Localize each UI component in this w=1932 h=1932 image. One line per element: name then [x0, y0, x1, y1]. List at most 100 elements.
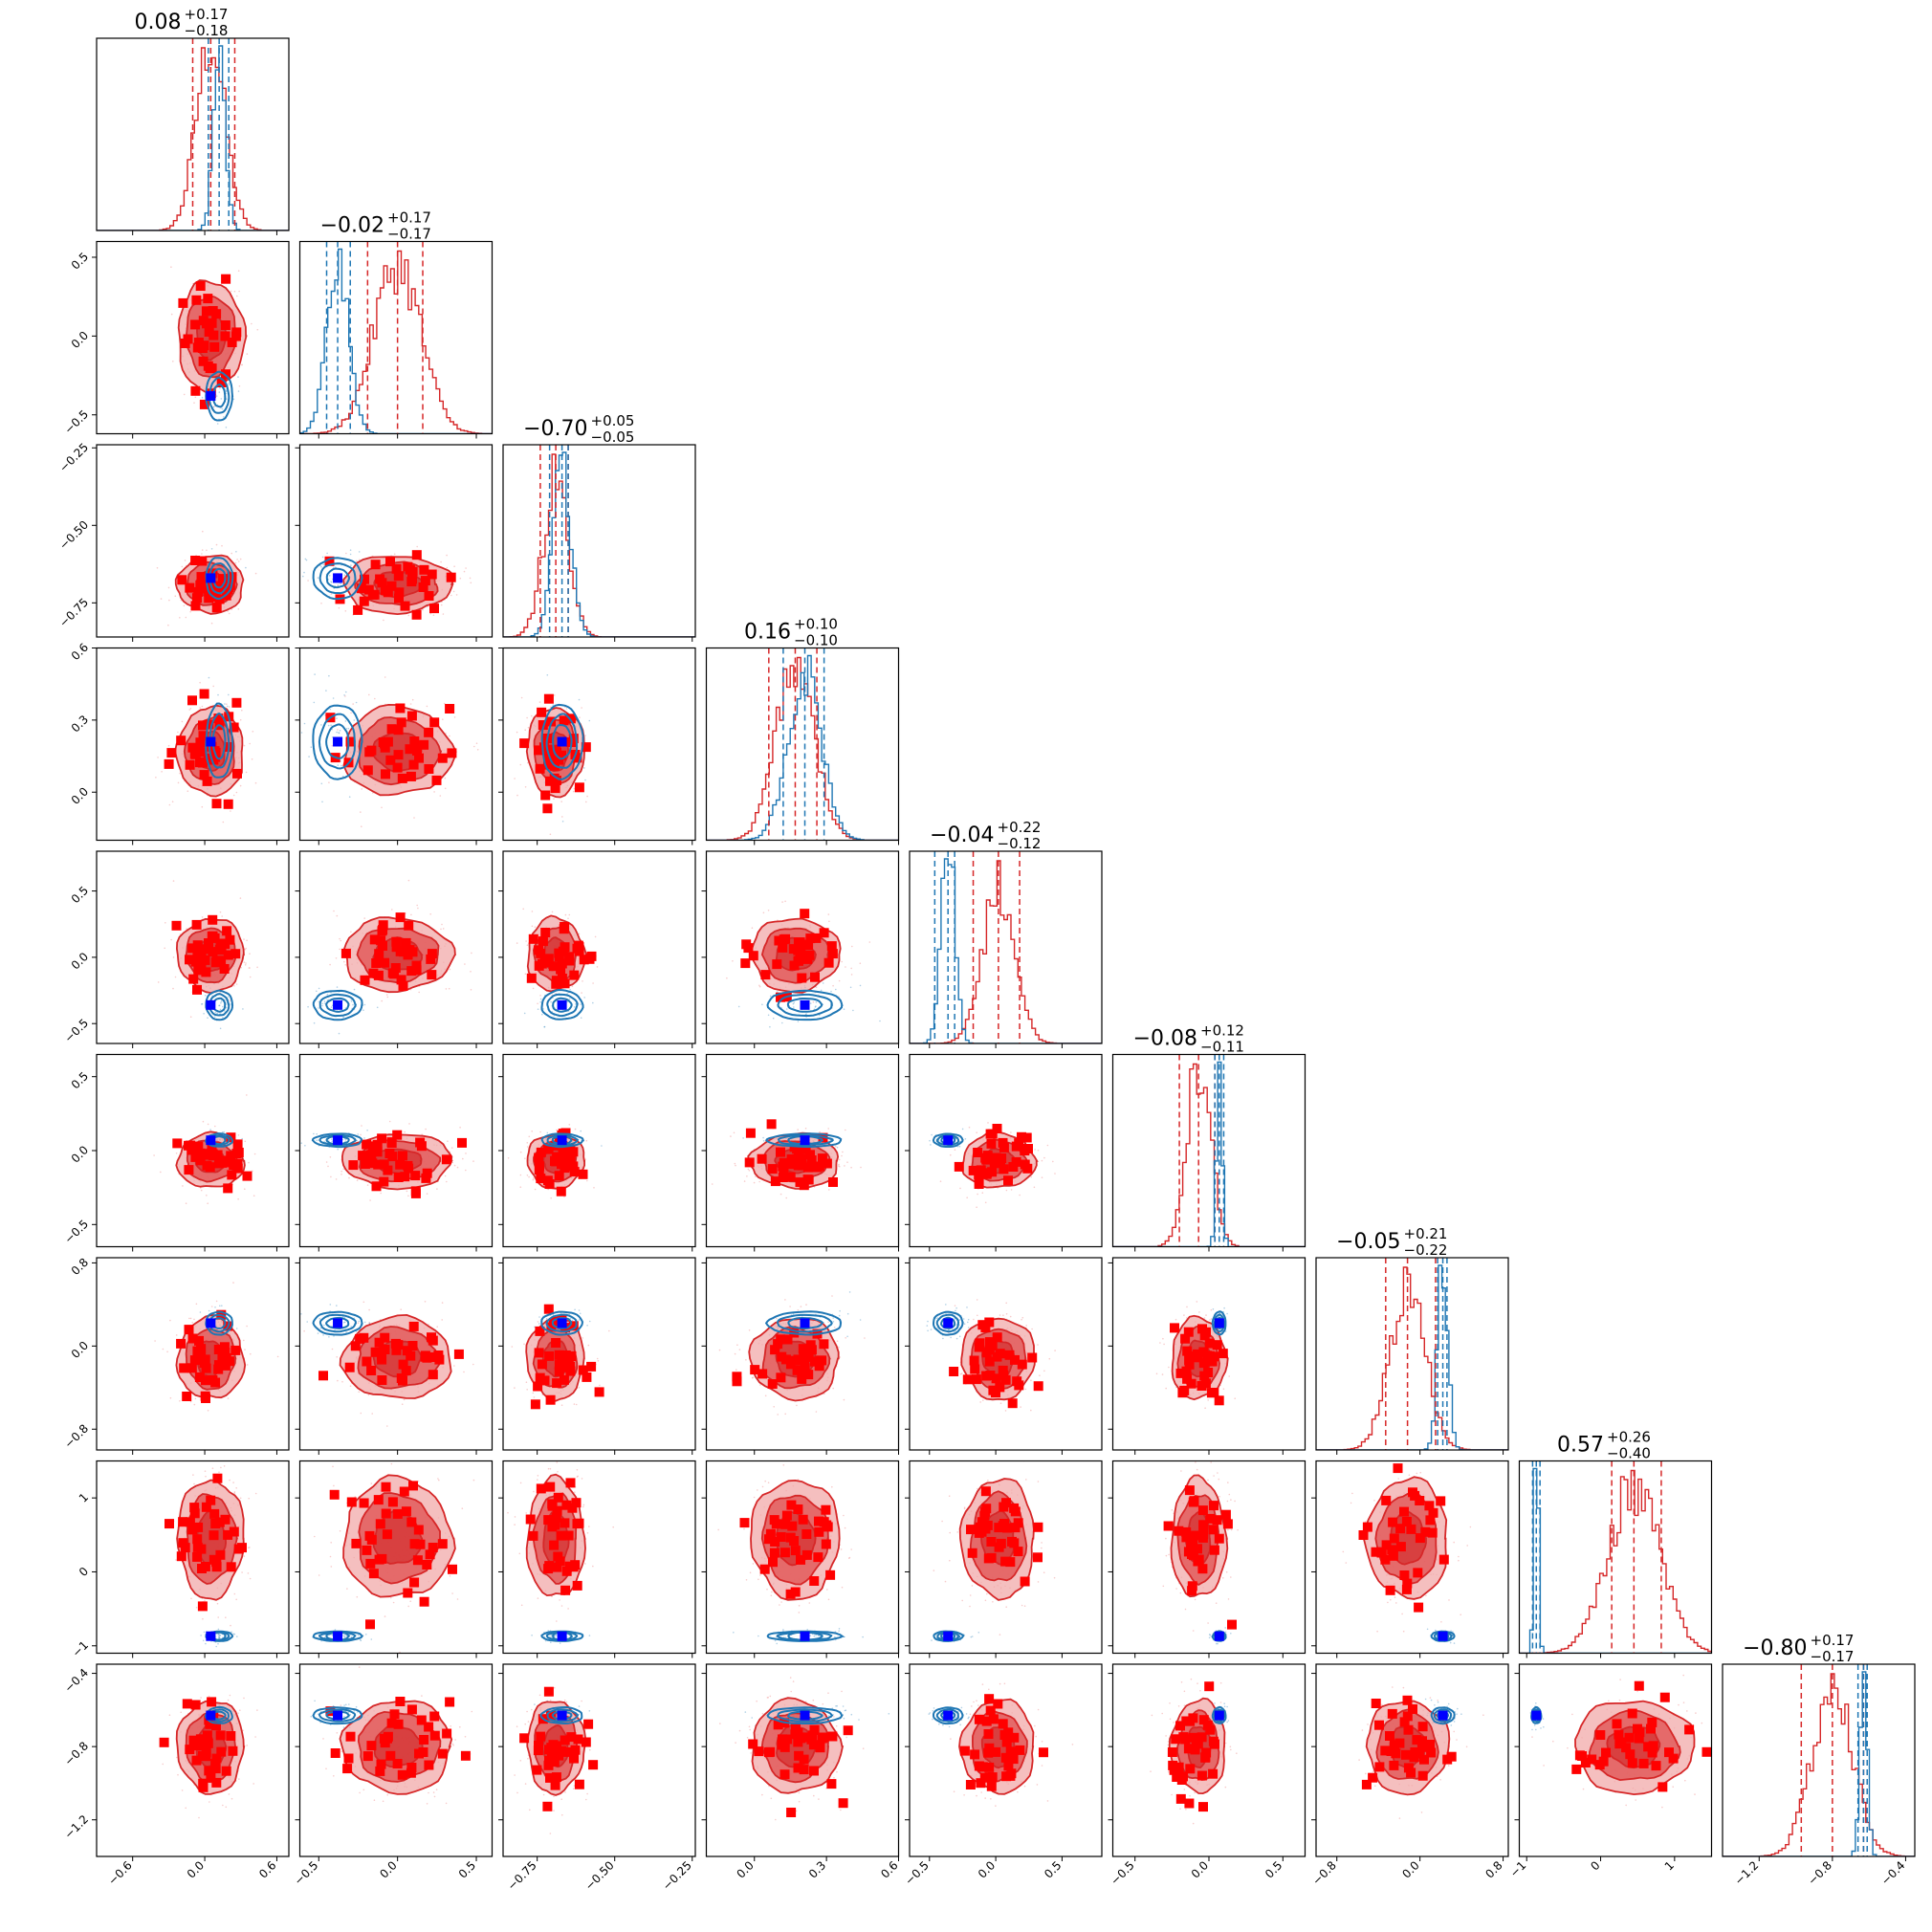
marker-square [213, 714, 224, 724]
sample-point [174, 976, 177, 978]
sample-point-b [332, 697, 335, 699]
marker-square [446, 572, 456, 582]
marginal-panel-3: 0.16 +0.10−0.10 [705, 616, 900, 845]
sample-point-b [769, 995, 772, 998]
marker-square [411, 550, 422, 560]
sample-point [586, 795, 588, 798]
sample-point [527, 726, 530, 729]
sample-point [227, 1397, 230, 1399]
marker-square [203, 1149, 213, 1159]
sample-point [532, 1178, 535, 1181]
sample-point-b [772, 1017, 775, 1020]
marker-square [414, 753, 424, 763]
marker-square [534, 1348, 544, 1358]
histogram-a [503, 453, 695, 637]
marker-square [179, 1363, 189, 1373]
sample-point [730, 1135, 732, 1137]
sample-point [842, 1151, 844, 1153]
sample-point-b [937, 1139, 940, 1142]
sample-point-b [343, 694, 345, 696]
sample-point [440, 604, 443, 606]
contour-b-level-1 [318, 993, 358, 1018]
y-tick-label: 0.0 [69, 950, 91, 972]
sample-point [843, 1398, 845, 1401]
sample-point-b [305, 559, 308, 561]
marker-square [192, 940, 203, 951]
panel-frame [502, 850, 696, 1044]
panel-title-plus: +0.05 [591, 412, 635, 429]
sample-point [165, 922, 166, 924]
sample-point-b [545, 1318, 548, 1320]
sample-point-b [216, 1012, 218, 1014]
sample-point-b [792, 1002, 795, 1005]
sample-point [219, 911, 222, 913]
sample-point [210, 622, 213, 625]
sample-point [386, 1425, 388, 1427]
sample-point-b [586, 1325, 588, 1327]
sample-point-b [583, 997, 585, 999]
sample-point [337, 729, 339, 731]
sample-point [404, 1131, 406, 1133]
sample-point-b [344, 1321, 346, 1324]
marker-square [422, 1168, 432, 1178]
sample-point [189, 610, 191, 613]
marker-square [568, 1161, 579, 1172]
joint-panel-2-1 [295, 444, 494, 642]
marker-square [536, 948, 546, 958]
sample-point [199, 707, 201, 709]
joint-panel-3-0: 0.00.30.6 [69, 641, 290, 845]
marker-square [973, 1148, 983, 1157]
marker-square [227, 338, 237, 347]
sample-point-b [226, 1003, 228, 1005]
sample-point-b [342, 775, 344, 778]
sample-point [368, 1321, 371, 1324]
marker-square [457, 1137, 467, 1148]
marker-square [1020, 1146, 1030, 1156]
sample-point-b [538, 1316, 540, 1318]
sample-point [851, 945, 853, 948]
marker-square [380, 1345, 390, 1354]
sample-point [549, 706, 552, 709]
sample-point [596, 1357, 599, 1360]
sample-point-b [571, 1319, 574, 1322]
marker-square [793, 937, 803, 948]
sample-point [239, 897, 242, 899]
truth-marker [333, 1135, 343, 1146]
sample-point-b [961, 1128, 964, 1131]
sample-point-b [523, 1012, 526, 1015]
sample-point [568, 913, 571, 916]
contour-b-level-2 [325, 567, 351, 589]
sample-point [976, 1131, 977, 1133]
y-tick-label: −0.5 [62, 407, 92, 437]
sample-point-b [358, 1320, 361, 1323]
sample-point-b [575, 1003, 577, 1005]
y-tick-label: 0.5 [69, 250, 91, 272]
sample-point [168, 803, 171, 806]
sample-point-b [568, 998, 571, 1000]
sample-point-b [830, 990, 832, 993]
sample-point [939, 1180, 942, 1182]
sample-point [356, 560, 358, 562]
sample-point [213, 406, 215, 407]
sample-point [516, 942, 518, 944]
sample-point [456, 1166, 459, 1169]
sample-point-b [761, 1003, 763, 1006]
joint-panel-6-0: −0.80.00.8 [62, 1256, 290, 1455]
sample-point-b [336, 1305, 338, 1306]
sample-point-b [219, 1305, 221, 1307]
sample-point [841, 960, 843, 963]
panel-frame [298, 647, 494, 842]
marker-square [551, 976, 561, 986]
sample-point [833, 1327, 836, 1328]
sample-point [519, 763, 522, 766]
sample-point [527, 761, 529, 764]
marker-square [743, 943, 754, 954]
sample-point [553, 798, 555, 800]
sample-point [441, 1302, 444, 1304]
sample-point [745, 1359, 747, 1361]
y-tick-label: 0.8 [69, 1256, 91, 1278]
sample-point-b [327, 724, 330, 727]
sample-point [175, 1153, 178, 1154]
sample-point [372, 792, 374, 794]
marker-square [197, 573, 208, 583]
